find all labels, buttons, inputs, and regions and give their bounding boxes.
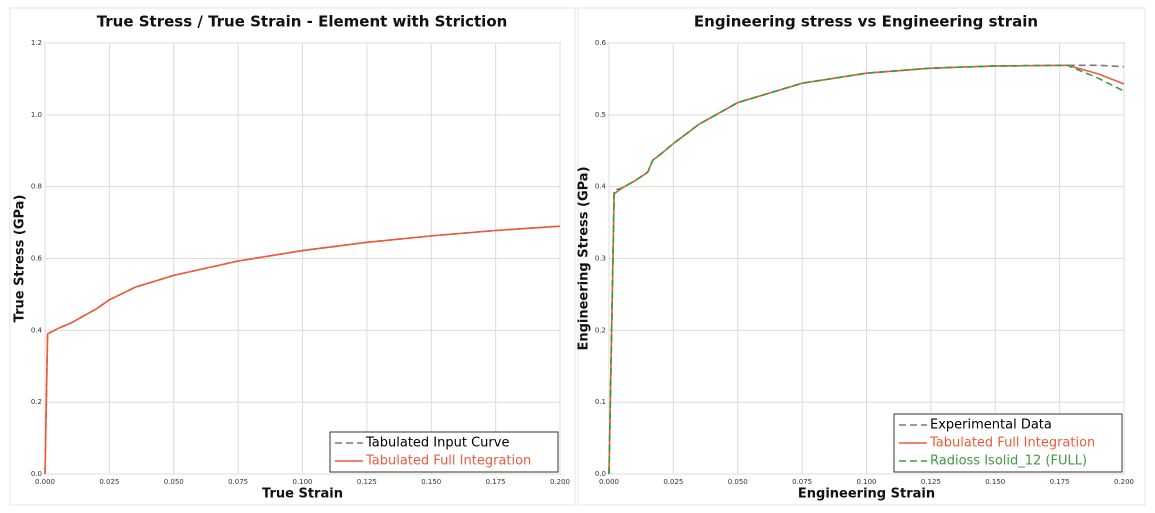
x-tick-label: 0.100 — [292, 478, 312, 486]
x-tick-label: 0.150 — [985, 478, 1005, 486]
y-tick-label: 0.0 — [31, 470, 42, 478]
legend-label: Tabulated Input Curve — [365, 436, 509, 451]
chart-title: Engineering stress vs Engineering strain — [694, 13, 1038, 31]
x-tick-label: 0.175 — [1050, 478, 1070, 486]
x-tick-label: 0.000 — [35, 478, 55, 486]
y-tick-label: 0.2 — [31, 398, 42, 406]
y-tick-label: 0.8 — [31, 183, 42, 191]
chart-title: True Stress / True Strain - Element with… — [97, 13, 508, 31]
series-line — [608, 64, 1125, 475]
x-tick-label: 0.100 — [856, 478, 876, 486]
x-tick-label: 0.125 — [921, 478, 941, 486]
y-tick-label: 0.6 — [595, 39, 607, 47]
x-tick-label: 0.125 — [357, 478, 377, 486]
legend-label: Tabulated Full Integration — [365, 454, 531, 469]
x-axis-label: Engineering Strain — [798, 487, 935, 502]
x-tick-label: 0.025 — [663, 478, 683, 486]
y-tick-label: 0.4 — [31, 326, 43, 334]
x-tick-label: 0.175 — [486, 478, 506, 486]
x-tick-label: 0.200 — [1114, 478, 1134, 486]
legend-label: Tabulated Full Integration — [929, 436, 1095, 451]
y-tick-label: 0.6 — [31, 255, 43, 263]
x-tick-label: 0.000 — [599, 478, 619, 486]
x-tick-label: 0.075 — [792, 478, 812, 486]
x-tick-label: 0.150 — [421, 478, 441, 486]
legend-box — [329, 431, 559, 473]
y-tick-label: 0.3 — [595, 255, 606, 263]
legend-box — [893, 413, 1123, 473]
y-tick-label: 1.2 — [31, 39, 42, 47]
series-line — [44, 225, 561, 475]
y-tick-label: 0.0 — [595, 470, 606, 478]
y-axis-label: True Stress (GPa) — [13, 195, 28, 323]
y-tick-label: 1.0 — [31, 111, 42, 119]
legend-label: Experimental Data — [930, 418, 1052, 433]
x-tick-label: 0.075 — [228, 478, 248, 486]
x-tick-label: 0.200 — [550, 478, 570, 486]
x-tick-label: 0.050 — [728, 478, 748, 486]
legend-label: Radioss Isolid_12 (FULL) — [930, 454, 1087, 469]
y-tick-label: 0.5 — [595, 111, 606, 119]
x-tick-label: 0.050 — [164, 478, 184, 486]
y-tick-label: 0.2 — [595, 326, 606, 334]
y-tick-label: 0.1 — [595, 398, 606, 406]
x-axis-label: True Strain — [262, 487, 343, 502]
x-tick-label: 0.025 — [99, 478, 119, 486]
y-tick-label: 0.4 — [595, 183, 607, 191]
y-axis-label: Engineering Stress (GPa) — [577, 166, 592, 350]
